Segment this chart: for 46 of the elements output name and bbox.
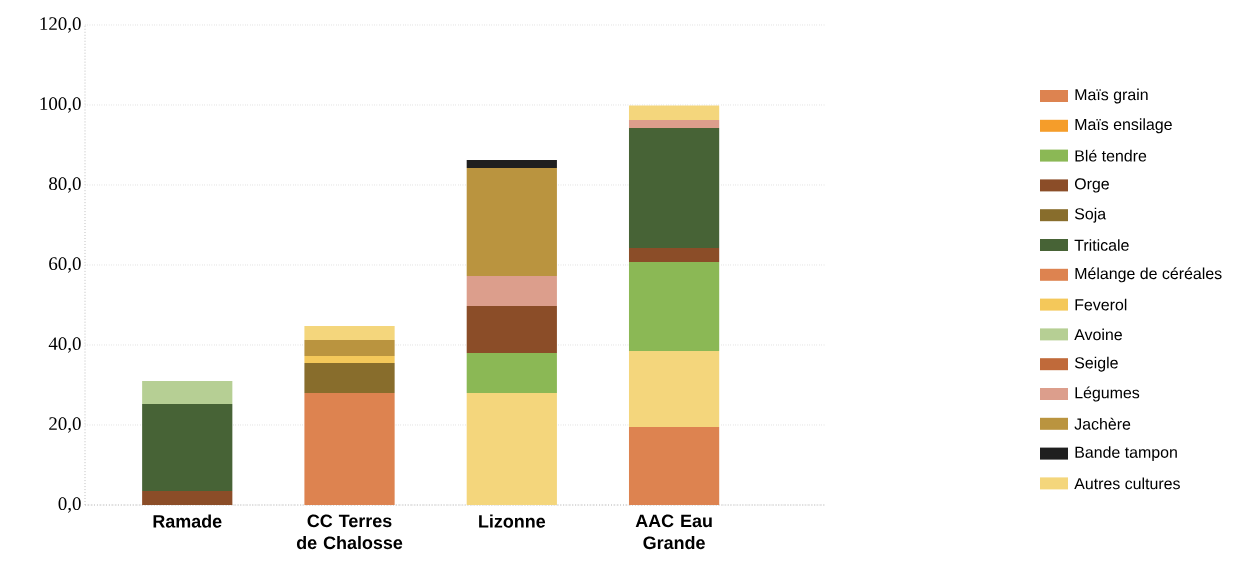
legend-label: Mélange de céréales — [1075, 267, 1222, 283]
legend-label: Maïs ensilage — [1075, 118, 1172, 134]
bar — [628, 262, 720, 351]
bar — [466, 353, 557, 393]
bar — [628, 351, 720, 427]
bar — [304, 356, 395, 363]
legend-label: Triticale — [1074, 239, 1129, 251]
legend-label: Jachère — [1074, 417, 1131, 430]
bar — [466, 306, 557, 353]
y-tick-label: 80,0 — [49, 177, 81, 193]
legend-label: Avoine — [1074, 328, 1122, 341]
bar — [304, 393, 395, 505]
y-tick-label: 20,0 — [49, 417, 81, 433]
bar — [304, 340, 395, 356]
legend-label: Feverol — [1075, 298, 1127, 311]
bar — [142, 491, 233, 505]
y-tick-label: 100,0 — [40, 97, 81, 113]
x-tick-label: Ramade — [153, 514, 222, 528]
bar — [142, 404, 233, 491]
x-tick-label: Lizonne — [479, 514, 546, 528]
legend-label: Autres cultures — [1074, 477, 1180, 490]
bar — [142, 381, 233, 404]
bar — [628, 248, 720, 262]
bar — [628, 105, 720, 120]
y-tick-label: 0,0 — [58, 497, 81, 513]
bar — [628, 119, 720, 128]
bar — [466, 393, 557, 505]
legend-label: Soja — [1074, 207, 1107, 223]
x-tick-label: CC Terres de Chalosse — [296, 514, 403, 550]
bar — [628, 128, 720, 248]
legend-label: Blé tendre — [1075, 149, 1147, 162]
legend-label: Bande tampon — [1075, 446, 1177, 462]
legend-label: Seigle — [1074, 356, 1118, 372]
bar — [304, 363, 395, 393]
legend-label: Maïs grain — [1075, 88, 1148, 104]
bar — [466, 160, 557, 168]
bar — [304, 326, 395, 340]
x-tick-label: AAC Eau Grande — [635, 514, 712, 550]
legend-label: Légumes — [1075, 386, 1140, 402]
legend-label: Orge — [1074, 178, 1109, 193]
y-tick-label: 60,0 — [49, 257, 81, 273]
bar — [466, 168, 557, 276]
bar — [466, 276, 557, 306]
y-tick-label: 120,0 — [40, 17, 81, 33]
bar — [628, 427, 720, 505]
y-tick-label: 40,0 — [48, 337, 81, 353]
